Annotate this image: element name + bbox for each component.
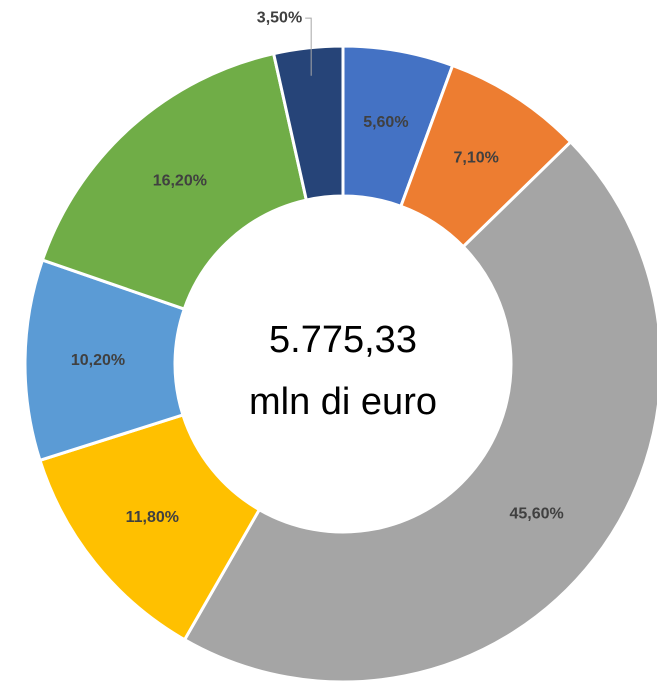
- donut-slice: [271, 44, 345, 202]
- center-unit: mln di euro: [249, 381, 437, 423]
- donut-slice: [40, 51, 309, 311]
- center-value: 5.775,33: [269, 319, 417, 361]
- data-label: 7,10%: [454, 150, 499, 167]
- data-label: 45,60%: [509, 505, 563, 522]
- data-label: 5,60%: [363, 114, 408, 131]
- data-label: 3,50%: [257, 9, 302, 26]
- data-label: 10,20%: [71, 352, 125, 369]
- donut-slice: [182, 139, 657, 684]
- data-label: 16,20%: [153, 172, 207, 189]
- leader-line: [305, 17, 312, 76]
- data-label: 11,80%: [126, 509, 179, 526]
